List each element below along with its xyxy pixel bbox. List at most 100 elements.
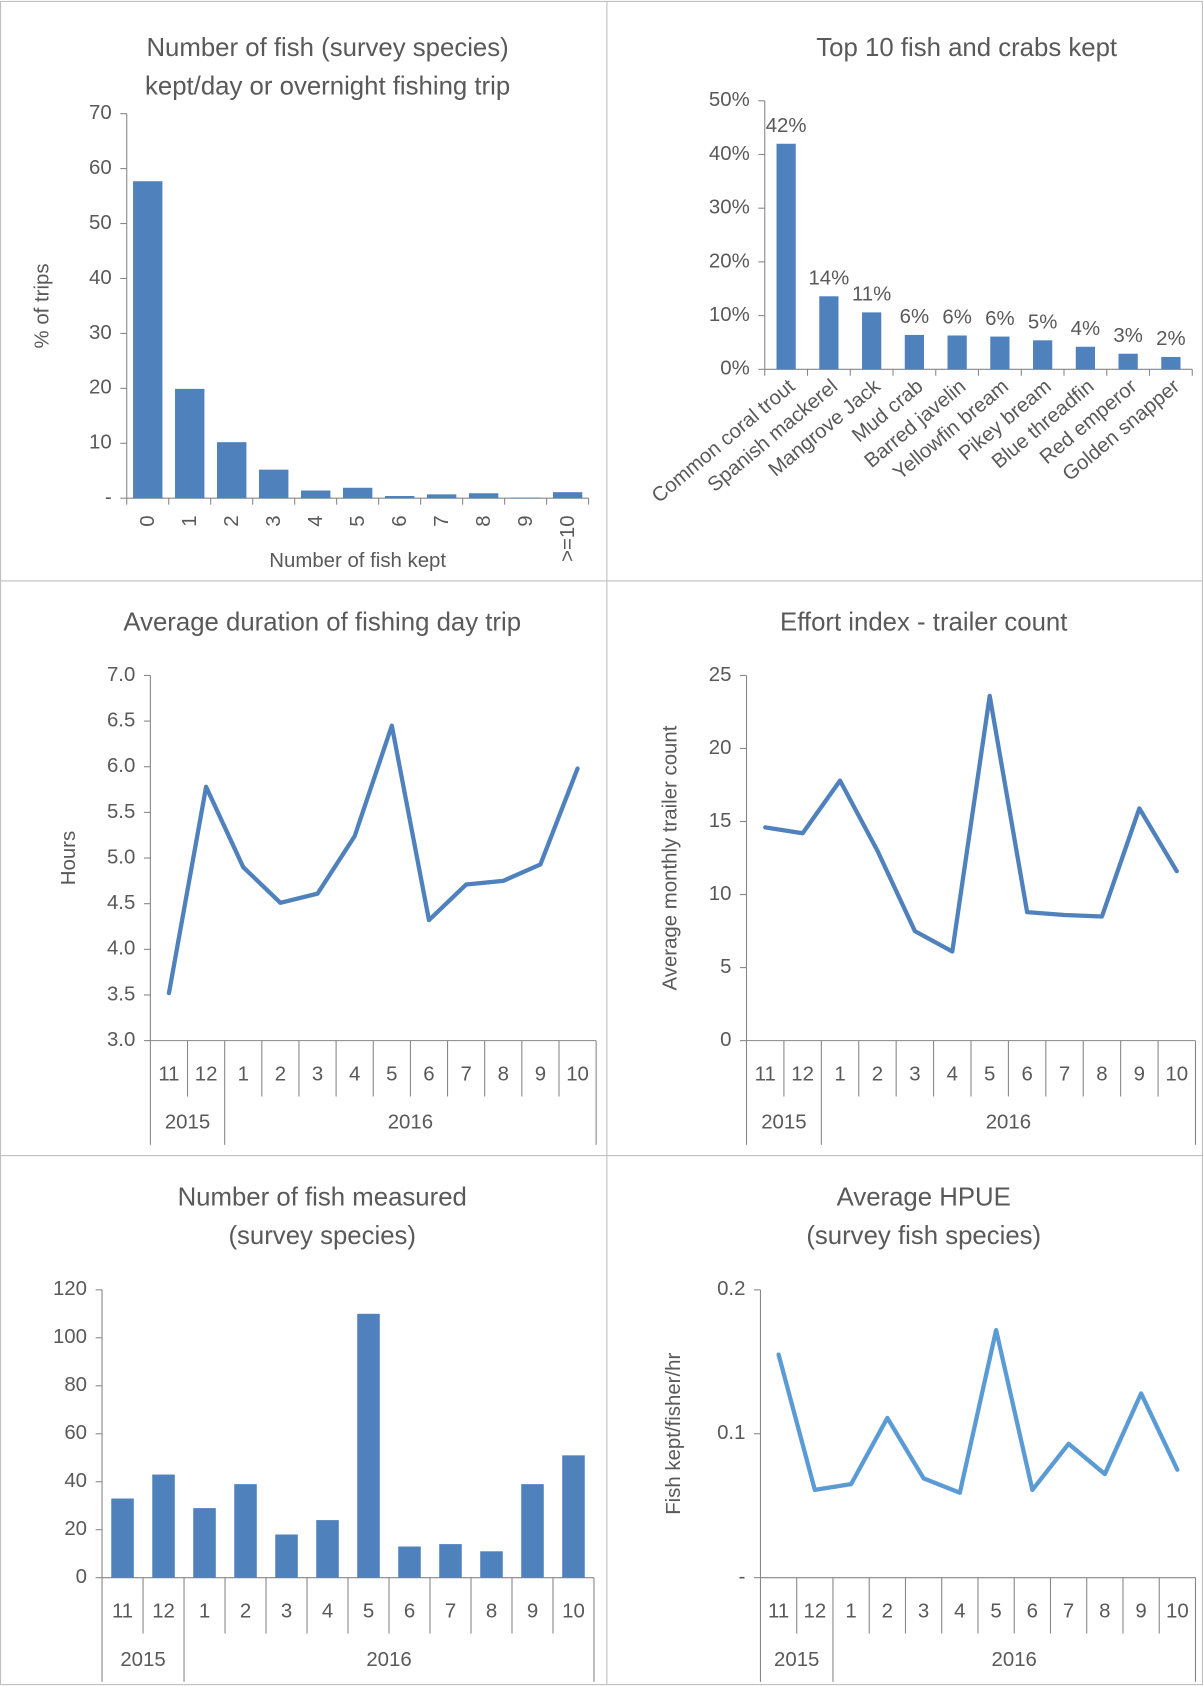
bar xyxy=(819,296,839,370)
y-tick-label: - xyxy=(105,487,112,509)
y-tick-label: 4.5 xyxy=(107,892,135,914)
x-tick-label: 9 xyxy=(1134,1063,1145,1085)
bar xyxy=(398,1546,421,1578)
x-tick-label: 8 xyxy=(498,1063,509,1085)
x-tick-label: 0 xyxy=(137,515,159,526)
x-tick-label: 1 xyxy=(199,1600,210,1622)
bar xyxy=(521,1484,544,1578)
year-label: 2016 xyxy=(992,1649,1037,1671)
y-tick-label: 70 xyxy=(89,102,112,124)
chart-title: (survey fish species) xyxy=(806,1222,1041,1250)
x-tick-label: 4 xyxy=(947,1063,958,1085)
value-label: 4% xyxy=(1071,318,1100,340)
x-tick-label: 12 xyxy=(152,1600,175,1622)
year-label: 2015 xyxy=(761,1112,806,1134)
bar xyxy=(552,492,583,499)
x-tick-label: 11 xyxy=(755,1063,776,1085)
x-tick-label: 7 xyxy=(431,515,453,526)
x-tick-label: 5 xyxy=(990,1600,1001,1622)
bar xyxy=(300,490,331,499)
y-tick-label: 10% xyxy=(709,304,750,326)
y-tick-label: 5.5 xyxy=(107,801,135,823)
bar xyxy=(990,336,1010,370)
value-label: 2% xyxy=(1156,328,1185,350)
y-tick-label: 6.5 xyxy=(107,709,135,731)
bar xyxy=(111,1498,134,1578)
x-tick-label: 12 xyxy=(804,1600,827,1622)
x-tick-label: 4 xyxy=(349,1063,360,1085)
y-axis-title: Hours xyxy=(58,831,80,885)
x-tick-label: 8 xyxy=(1096,1063,1107,1085)
x-tick-label: 9 xyxy=(515,515,537,526)
y-tick-label: 60 xyxy=(89,157,112,179)
x-tick-label: 3 xyxy=(909,1063,920,1085)
bar xyxy=(342,487,373,499)
value-label: 6% xyxy=(942,307,971,329)
line xyxy=(776,1327,1180,1495)
y-tick-label: 20% xyxy=(709,250,750,272)
x-tick-label: 6 xyxy=(1021,1063,1032,1085)
line xyxy=(763,693,1179,954)
bar xyxy=(776,143,796,370)
x-tick-label: 8 xyxy=(473,515,495,526)
x-tick-label: 10 xyxy=(1165,1063,1188,1085)
y-tick-label: 5 xyxy=(720,956,731,978)
bar xyxy=(1033,340,1053,370)
bar xyxy=(193,1508,216,1578)
bar xyxy=(426,494,457,499)
x-tick-label: 1 xyxy=(834,1063,845,1085)
year-label: 2016 xyxy=(366,1649,411,1671)
x-tick-label: 9 xyxy=(527,1600,538,1622)
chart-title: kept/day or overnight fishing trip xyxy=(145,73,510,101)
x-axis-title: Number of fish kept xyxy=(269,550,446,572)
y-tick-label: 60 xyxy=(64,1422,87,1444)
x-tick-label: 7 xyxy=(460,1063,471,1085)
y-axis-title: Fish kept/fisher/hr xyxy=(663,1353,685,1515)
x-tick-label: 10 xyxy=(566,1063,589,1085)
x-tick-label: 2 xyxy=(221,515,243,526)
x-tick-label: 11 xyxy=(158,1063,179,1085)
y-tick-label: 0.1 xyxy=(717,1422,745,1444)
y-tick-label: 40 xyxy=(89,267,112,289)
year-label: 2016 xyxy=(388,1112,433,1134)
chart-title: Number of fish (survey species) xyxy=(146,34,508,62)
y-tick-label: 0 xyxy=(76,1566,87,1588)
x-tick-label: 6 xyxy=(1027,1600,1038,1622)
x-tick-label: 7 xyxy=(1063,1600,1074,1622)
x-tick-label: 5 xyxy=(984,1063,995,1085)
year-label: 2015 xyxy=(165,1112,210,1134)
x-tick-label: 11 xyxy=(112,1600,133,1622)
y-tick-label: 50% xyxy=(709,89,750,111)
x-tick-label: 5 xyxy=(347,515,369,526)
bar xyxy=(904,334,925,370)
y-tick-label: 7.0 xyxy=(107,664,135,686)
x-tick-label: 12 xyxy=(195,1063,218,1085)
y-axis-title: Average monthly trailer count xyxy=(660,725,682,990)
value-label: 6% xyxy=(985,308,1014,330)
bar xyxy=(234,1484,257,1578)
y-tick-label: - xyxy=(739,1566,746,1588)
x-tick-label: 8 xyxy=(486,1600,497,1622)
y-tick-label: 20 xyxy=(709,737,732,759)
x-tick-label: 2 xyxy=(275,1063,286,1085)
x-tick-label: 5 xyxy=(363,1600,374,1622)
y-tick-label: 3.5 xyxy=(107,983,135,1005)
bar xyxy=(468,493,499,499)
y-tick-label: 15 xyxy=(709,810,732,832)
chart-title: Average HPUE xyxy=(837,1183,1011,1211)
bar xyxy=(480,1551,503,1578)
y-tick-label: 40 xyxy=(64,1470,87,1492)
x-tick-label: 3 xyxy=(918,1600,929,1622)
y-tick-label: 10 xyxy=(89,432,112,454)
x-tick-label: 10 xyxy=(562,1600,585,1622)
x-tick-label: 3 xyxy=(263,515,285,526)
chart-title: Effort index - trailer count xyxy=(780,609,1067,637)
bar xyxy=(947,335,967,370)
value-label: 42% xyxy=(766,115,807,137)
y-tick-label: 20 xyxy=(64,1518,87,1540)
x-tick-label: 1 xyxy=(179,515,201,526)
x-tick-label: 4 xyxy=(322,1600,333,1622)
bar xyxy=(562,1455,585,1578)
x-tick-label: 4 xyxy=(305,515,327,526)
